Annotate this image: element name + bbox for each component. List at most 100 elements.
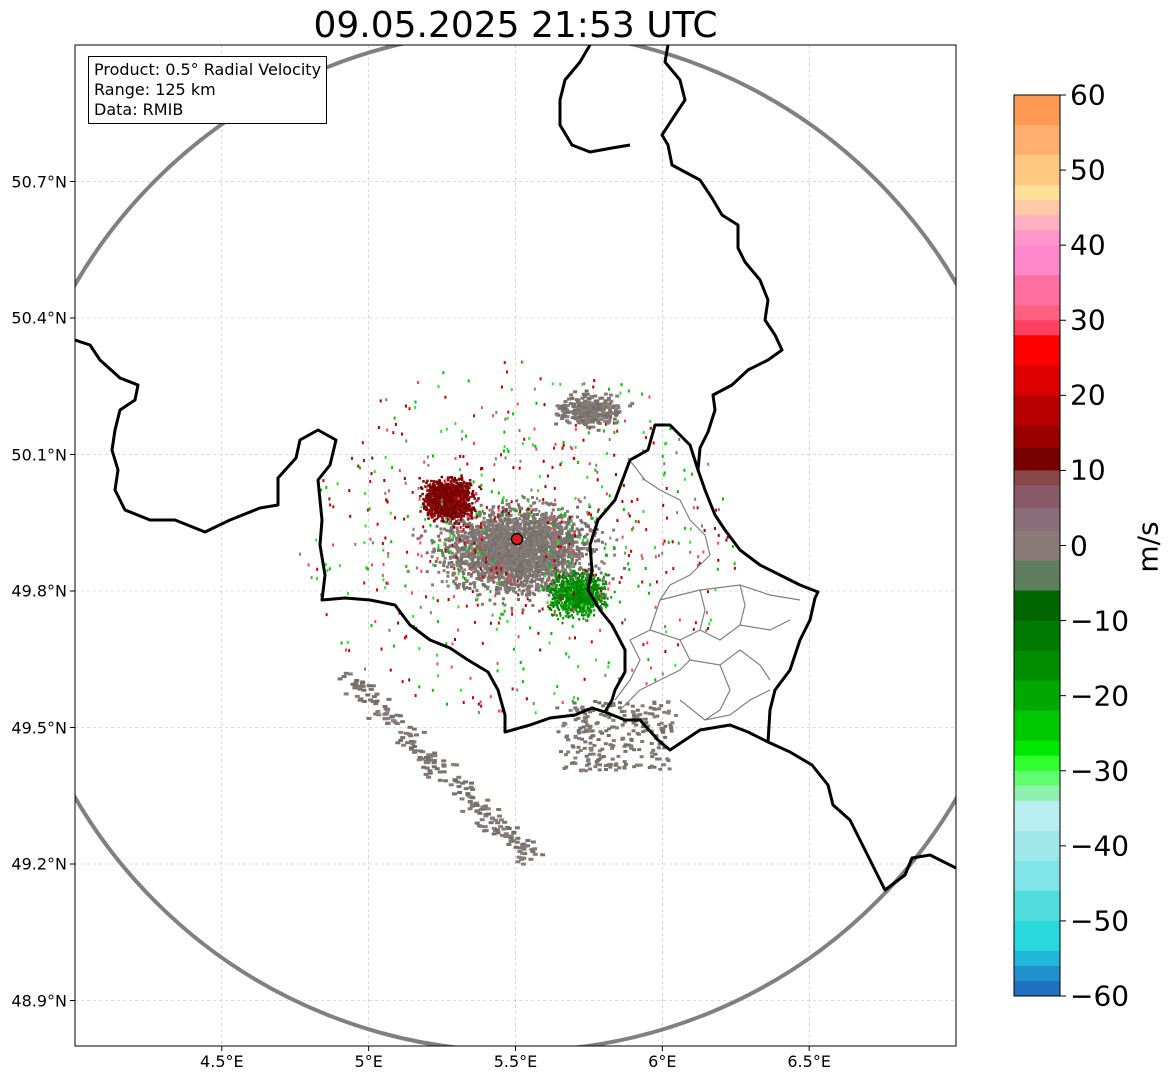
echo-pixel: [587, 597, 590, 600]
echo-pixel: [487, 566, 491, 570]
echo-pixel: [574, 602, 577, 606]
echo-pixel: [441, 487, 445, 490]
echo-pixel: [567, 553, 571, 557]
echo-pixel: [459, 504, 463, 507]
echo-pixel: [501, 557, 505, 561]
echo-pixel: [481, 575, 484, 579]
echo-pixel: [446, 492, 449, 496]
echo-pixel: [451, 510, 454, 513]
echo-pixel: [467, 497, 471, 500]
echo-pixel: [505, 513, 509, 517]
echo-pixel: [582, 580, 585, 584]
echo-pixel: [561, 595, 564, 598]
echo-pixel: [508, 513, 512, 517]
echo-pixel: [582, 593, 585, 596]
echo-pixel: [454, 492, 457, 496]
echo-pixel: [460, 534, 464, 538]
echo-pixel: [449, 483, 452, 486]
echo-pixel: [555, 555, 559, 559]
echo-pixel: [542, 588, 545, 592]
echo-pixel: [558, 593, 561, 597]
echo-pixel: [586, 570, 589, 573]
echo-pixel: [717, 508, 720, 512]
echo-pixel: [425, 508, 428, 511]
echo-pixel: [429, 485, 432, 488]
echo-pixel: [499, 581, 503, 585]
echo-pixel: [595, 593, 598, 596]
echo-pixel: [476, 557, 480, 561]
echo-pixel: [537, 526, 541, 530]
echo-pixel: [537, 557, 541, 561]
echo-pixel: [590, 605, 593, 608]
echo-pixel: [595, 591, 597, 595]
echo-pixel: [454, 422, 457, 426]
echo-pixel: [631, 528, 634, 532]
echo-pixel: [467, 522, 471, 525]
echo-pixel: [457, 540, 461, 544]
echo-pixel: [664, 650, 667, 653]
echo-pixel: [348, 649, 351, 653]
echo-pixel: [531, 591, 535, 595]
echo-pixel: [590, 609, 593, 612]
echo-pixel: [517, 522, 521, 526]
echo-pixel: [414, 400, 417, 404]
echo-pixel: [572, 565, 576, 569]
echo-pixel: [588, 613, 591, 617]
echo-pixel: [532, 537, 536, 540]
echo-pixel: [480, 531, 484, 535]
echo-pixel: [576, 577, 579, 580]
echo-pixel: [593, 609, 596, 612]
echo-pixel: [481, 537, 485, 541]
echo-pixel: [460, 474, 463, 477]
echo-pixel: [435, 499, 439, 502]
echo-pixel: [433, 496, 436, 499]
echo-pixel: [575, 605, 578, 609]
echo-pixel: [472, 696, 474, 700]
echo-pixel: [512, 582, 516, 586]
echo-pixel: [562, 444, 565, 447]
echo-pixel: [498, 560, 502, 564]
echo-pixel: [459, 553, 463, 557]
echo-pixel: [450, 498, 453, 501]
echo-pixel: [586, 606, 589, 610]
echo-pixel: [421, 502, 425, 506]
echo-pixel: [581, 572, 584, 575]
echo-pixel: [592, 583, 595, 586]
echo-pixel: [481, 573, 485, 577]
echo-pixel: [595, 579, 598, 583]
echo-pixel: [491, 536, 495, 540]
echo-pixel: [450, 665, 453, 669]
echo-pixel: [546, 531, 550, 535]
echo-pixel: [434, 489, 437, 492]
echo-pixel: [595, 548, 598, 552]
echo-pixel: [530, 573, 534, 577]
echo-pixel: [496, 591, 500, 595]
echo-pixel: [464, 486, 467, 490]
echo-pixel: [447, 499, 450, 502]
echo-pixel: [533, 556, 537, 560]
echo-pixel: [446, 476, 450, 480]
echo-pixel: [455, 512, 459, 515]
echo-pixel: [549, 544, 553, 548]
echo-pixel: [595, 517, 599, 521]
echo-pixel: [452, 480, 456, 483]
echo-pixel: [469, 555, 473, 559]
echo-pixel: [550, 516, 554, 520]
echo-pixel: [607, 573, 610, 577]
echo-pixel: [512, 412, 515, 416]
echo-pixel: [435, 517, 438, 521]
echo-pixel: [503, 565, 507, 569]
echo-pixel: [558, 538, 562, 542]
echo-pixel: [722, 497, 724, 501]
echo-pixel: [584, 601, 587, 604]
echo-pixel: [492, 519, 496, 523]
echo-pixel: [574, 562, 577, 565]
echo-pixel: [443, 556, 447, 560]
echo-pixel: [449, 515, 452, 518]
echo-pixel: [491, 569, 495, 573]
echo-pixel: [470, 514, 473, 517]
echo-pixel: [484, 526, 488, 530]
echo-pixel: [557, 589, 560, 593]
echo-pixel: [490, 508, 494, 512]
